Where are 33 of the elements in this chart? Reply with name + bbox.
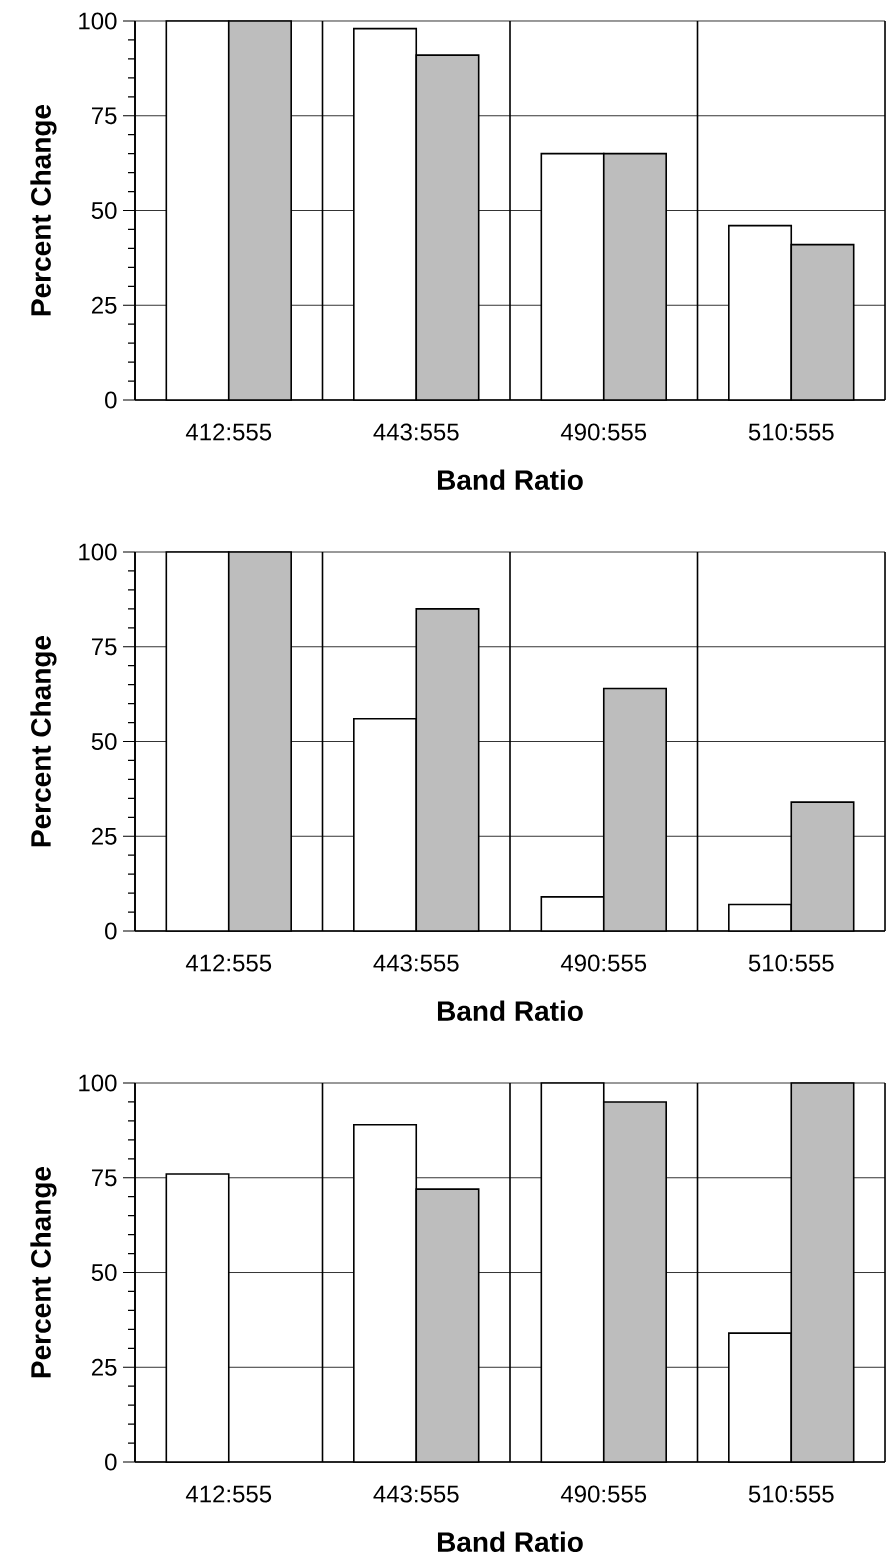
y-tick-label: 50 [91, 733, 117, 751]
x-tick-label: 412:555 [185, 954, 271, 972]
x-tick-label: 510:555 [748, 954, 834, 972]
x-tick-label: 443:555 [373, 1485, 459, 1503]
y-tick-label: 75 [91, 107, 117, 125]
x-tick-label: 443:555 [373, 423, 459, 441]
y-tick-label: 75 [91, 1169, 117, 1187]
y-tick-label: 25 [91, 296, 117, 314]
y-tick-label: 100 [79, 12, 117, 30]
y-tick-label: 0 [104, 1453, 117, 1471]
x-tick-label: 490:555 [560, 954, 646, 972]
y-tick-label: 50 [91, 1264, 117, 1282]
y-axis-title: Percent Change [30, 635, 57, 847]
y-tick-label: 100 [79, 543, 117, 561]
y-tick-label: 25 [91, 1358, 117, 1376]
y-tick-label: 50 [91, 202, 117, 219]
x-axis-title: Band Ratio [437, 1000, 583, 1021]
y-tick-label: 100 [79, 1074, 117, 1092]
y-tick-label: 0 [104, 391, 117, 409]
y-axis-title: Percent Change [30, 1166, 57, 1378]
x-tick-label: 443:555 [373, 954, 459, 972]
x-tick-label: 412:555 [185, 1485, 271, 1503]
x-axis-title: Band Ratio [437, 1531, 583, 1552]
x-tick-label: 510:555 [748, 1485, 834, 1503]
x-tick-label: 412:555 [185, 423, 271, 441]
x-axis-title: Band Ratio [437, 469, 583, 490]
x-tick-label: 510:555 [748, 423, 834, 441]
y-tick-label: 25 [91, 827, 117, 845]
y-tick-label: 0 [104, 922, 117, 940]
x-tick-label: 490:555 [560, 423, 646, 441]
x-tick-label: 490:555 [560, 1485, 646, 1503]
y-axis-title: Percent Change [30, 104, 57, 316]
y-tick-label: 75 [91, 638, 117, 656]
